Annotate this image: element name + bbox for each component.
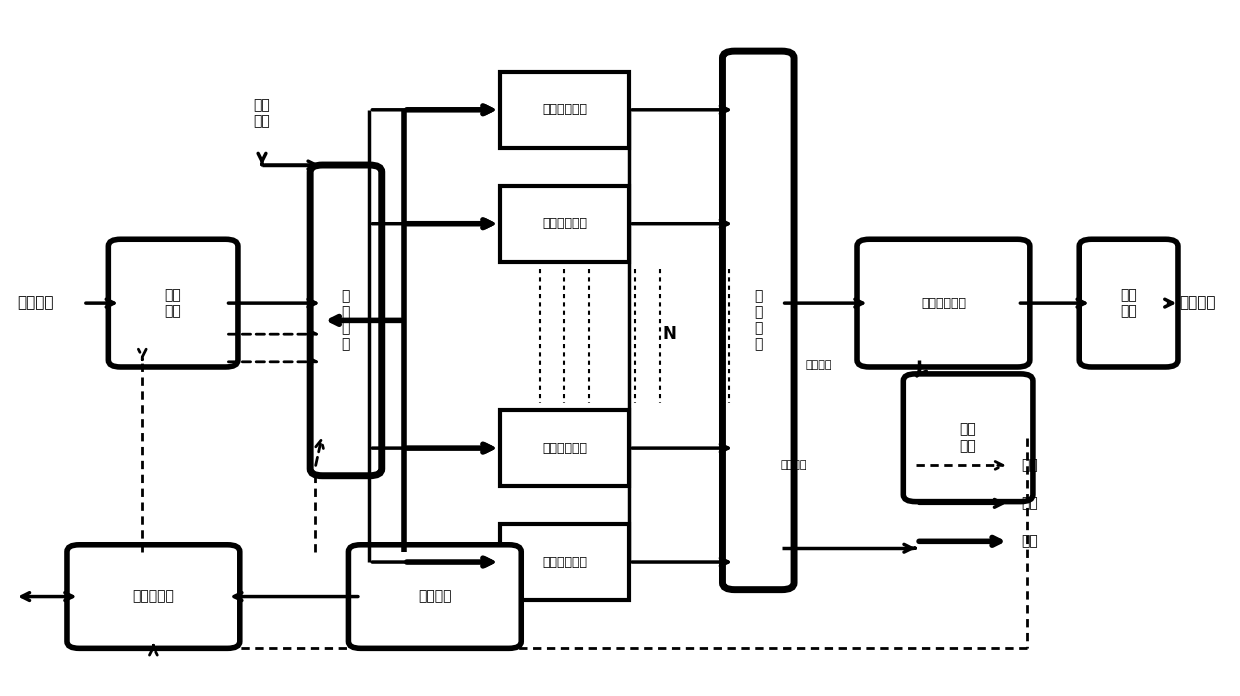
Text: 功率放大单元: 功率放大单元	[542, 442, 587, 454]
Text: 合
路
单
元: 合 路 单 元	[754, 289, 763, 351]
Text: 预
放
单
元: 预 放 单 元	[342, 289, 350, 351]
FancyBboxPatch shape	[348, 545, 521, 649]
Text: 信号输入: 信号输入	[17, 296, 55, 310]
FancyBboxPatch shape	[723, 51, 794, 590]
FancyBboxPatch shape	[1079, 239, 1178, 367]
Text: 微处理单元: 微处理单元	[133, 590, 175, 603]
Text: 功率放大单元: 功率放大单元	[542, 555, 587, 569]
Text: 信号: 信号	[1022, 496, 1038, 510]
Text: 滤波
单元: 滤波 单元	[1120, 288, 1137, 318]
FancyBboxPatch shape	[903, 374, 1033, 502]
Text: 供电: 供电	[1022, 535, 1038, 548]
Text: 射频
输入: 射频 输入	[254, 98, 270, 128]
Text: 前向功率: 前向功率	[805, 361, 832, 370]
Text: 配电单元: 配电单元	[418, 590, 451, 603]
Text: 射频输出: 射频输出	[1179, 296, 1215, 310]
FancyBboxPatch shape	[500, 524, 629, 600]
Text: 定向耦合单元: 定向耦合单元	[921, 296, 966, 310]
FancyBboxPatch shape	[500, 186, 629, 262]
FancyBboxPatch shape	[67, 545, 239, 649]
Text: 功率放大单元: 功率放大单元	[542, 103, 587, 116]
FancyBboxPatch shape	[857, 239, 1030, 367]
Text: N: N	[662, 325, 676, 343]
Text: 控制: 控制	[1022, 459, 1038, 473]
Text: 功率放大单元: 功率放大单元	[542, 217, 587, 230]
Text: 激励
单元: 激励 单元	[165, 288, 181, 318]
FancyBboxPatch shape	[310, 165, 382, 476]
FancyBboxPatch shape	[500, 72, 629, 148]
Text: 吸收功率: 吸收功率	[780, 460, 807, 470]
FancyBboxPatch shape	[500, 410, 629, 486]
FancyBboxPatch shape	[108, 239, 238, 367]
Text: 检波
单元: 检波 单元	[960, 422, 976, 453]
